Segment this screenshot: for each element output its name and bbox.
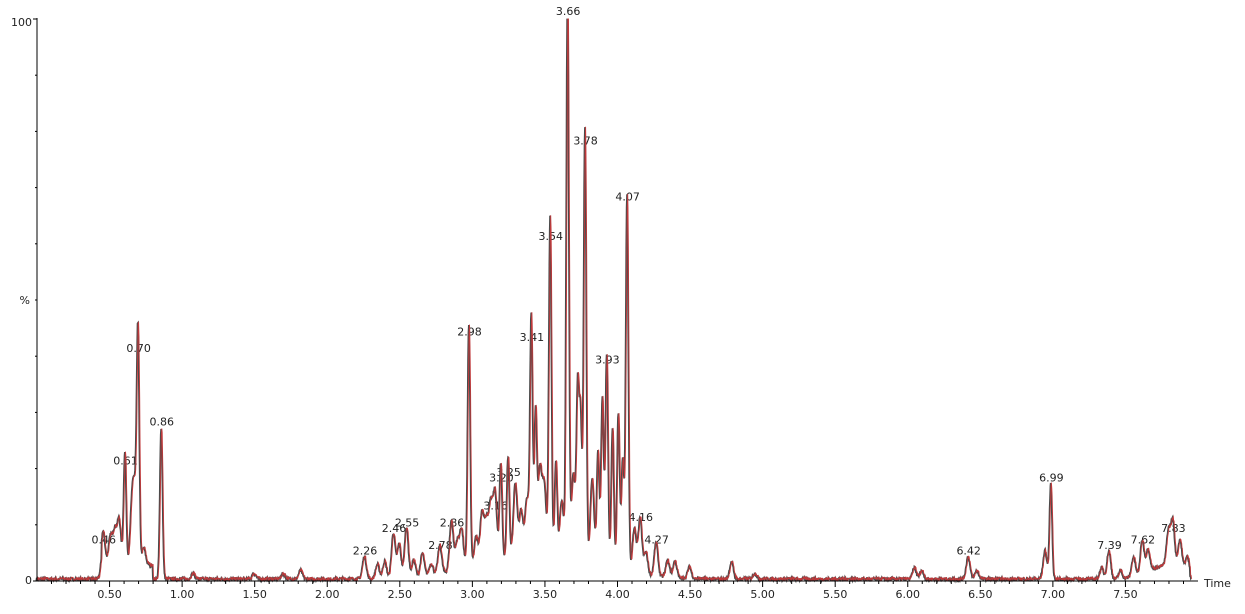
peak-label: 4.27 bbox=[644, 533, 669, 546]
peak-label: 2.55 bbox=[395, 516, 420, 529]
x-tick-layer: 0.50 1.00 1.50 2.00 2.50 3.00 3.50 4.00 4.50 5.00… bbox=[51, 581, 1184, 601]
peak-label: 3.66 bbox=[556, 5, 581, 18]
peak-label: 2.46 bbox=[382, 522, 407, 535]
x-tick-label: 3.00 bbox=[460, 588, 485, 601]
x-tick-label: 6.00 bbox=[896, 588, 921, 601]
x-tick-label: 3.50 bbox=[533, 588, 558, 601]
peak-label: 6.42 bbox=[956, 545, 981, 558]
x-tick-label: 1.00 bbox=[170, 588, 195, 601]
x-tick-label: 7.50 bbox=[1113, 588, 1138, 601]
y-tick-label: 100 bbox=[11, 16, 32, 29]
peak-label: 2.26 bbox=[353, 545, 378, 558]
y-axis-label: % bbox=[20, 294, 30, 307]
peak-label: 7.39 bbox=[1097, 539, 1122, 552]
chromatogram-trace bbox=[36, 18, 1193, 582]
y-tick-layer: 0 100 bbox=[11, 16, 37, 587]
x-tick-label: 1.50 bbox=[242, 588, 267, 601]
x-tick-label: 0.50 bbox=[97, 588, 122, 601]
x-axis-label: Time bbox=[1203, 577, 1231, 590]
x-tick-label: 5.00 bbox=[750, 588, 775, 601]
x-tick-label: 5.50 bbox=[823, 588, 848, 601]
peak-label: 0.86 bbox=[150, 415, 175, 428]
peak-label: 6.99 bbox=[1039, 471, 1064, 484]
x-tick-label: 4.00 bbox=[605, 588, 630, 601]
peak-label-layer: 0.460.610.700.862.262.462.552.782.862.98… bbox=[92, 5, 1186, 558]
chromatogram-trace-shadow bbox=[35, 18, 1192, 584]
x-tick-label: 2.50 bbox=[388, 588, 413, 601]
x-tick-label: 6.50 bbox=[968, 588, 993, 601]
x-tick-label: 4.50 bbox=[678, 588, 703, 601]
x-tick-label: 2.00 bbox=[315, 588, 340, 601]
x-tick-label: 7.00 bbox=[1041, 588, 1066, 601]
y-tick-label: 0 bbox=[25, 574, 32, 587]
